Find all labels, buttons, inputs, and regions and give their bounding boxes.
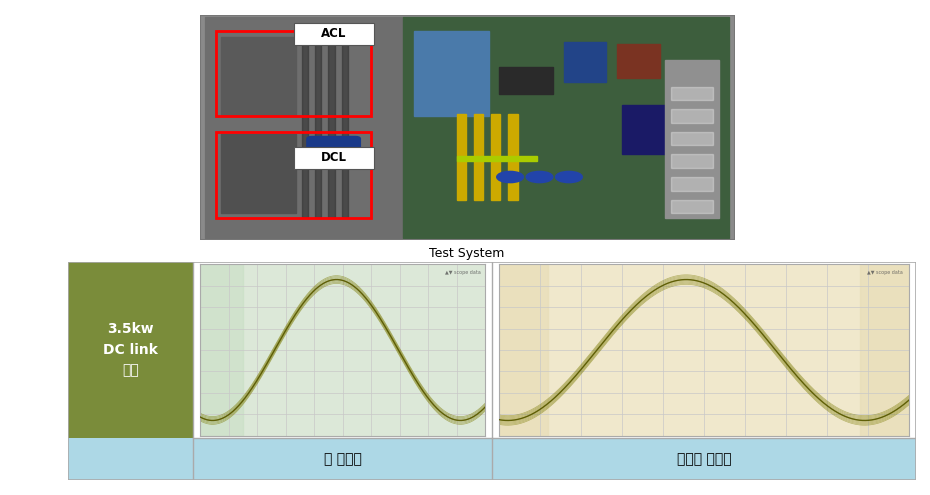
- Bar: [491, 114, 500, 199]
- Bar: [671, 109, 713, 123]
- Bar: [328, 26, 335, 218]
- FancyBboxPatch shape: [294, 23, 374, 45]
- Text: ACL: ACL: [321, 28, 346, 41]
- Bar: [457, 114, 466, 199]
- Bar: [457, 155, 537, 161]
- Bar: [622, 105, 671, 154]
- FancyBboxPatch shape: [294, 147, 374, 169]
- Bar: [618, 44, 659, 78]
- Text: 클래드 버스바: 클래드 버스바: [677, 452, 731, 466]
- Bar: [68, 438, 916, 480]
- Bar: [671, 132, 713, 146]
- Circle shape: [497, 171, 524, 183]
- Bar: [473, 114, 484, 199]
- Bar: [403, 17, 729, 238]
- Circle shape: [555, 171, 582, 183]
- Bar: [301, 26, 308, 218]
- Bar: [671, 177, 713, 191]
- Bar: [671, 154, 713, 168]
- Bar: [315, 26, 322, 218]
- Circle shape: [526, 171, 552, 183]
- Bar: [200, 264, 243, 436]
- Bar: [665, 60, 719, 218]
- Bar: [671, 87, 713, 100]
- Bar: [508, 114, 518, 199]
- Bar: [499, 67, 552, 94]
- Text: ▲▼ scope data: ▲▼ scope data: [445, 270, 481, 275]
- Text: 동 버스바: 동 버스바: [324, 452, 362, 466]
- Bar: [564, 42, 606, 83]
- Bar: [860, 264, 910, 436]
- Text: 3.5kw
DC link
파형: 3.5kw DC link 파형: [103, 322, 158, 378]
- Bar: [216, 31, 371, 116]
- FancyBboxPatch shape: [307, 137, 360, 152]
- Text: ▲▼ scope data: ▲▼ scope data: [868, 270, 903, 275]
- Bar: [206, 17, 403, 238]
- Text: DCL: DCL: [321, 151, 347, 164]
- Bar: [341, 26, 348, 218]
- Bar: [671, 199, 713, 213]
- Bar: [68, 262, 193, 438]
- Bar: [414, 31, 489, 116]
- Bar: [221, 38, 296, 116]
- Bar: [221, 134, 296, 213]
- Text: Test System: Test System: [429, 247, 505, 259]
- Bar: [216, 132, 371, 218]
- Bar: [498, 264, 548, 436]
